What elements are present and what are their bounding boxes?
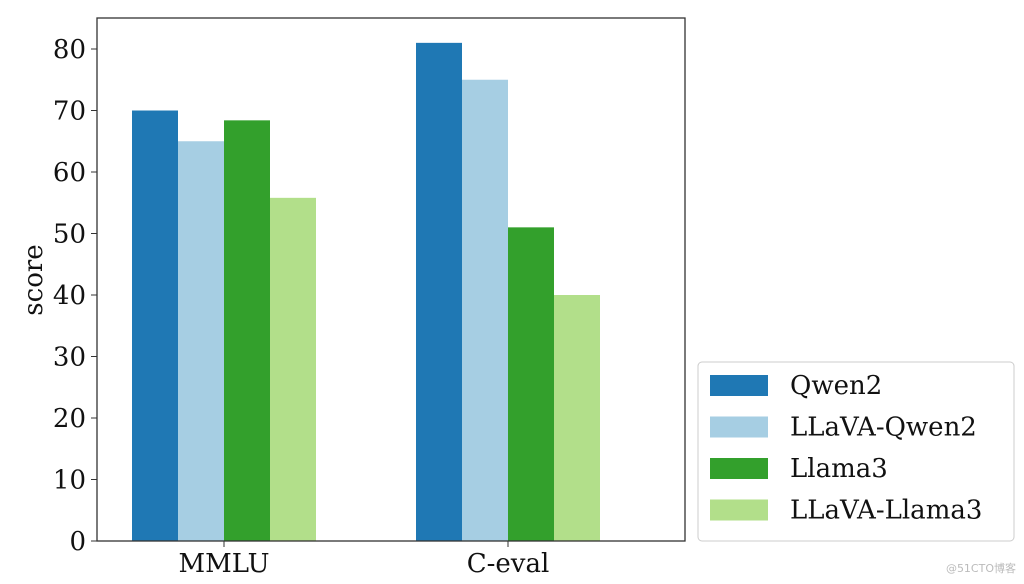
bar-Llama3-C-eval: [508, 227, 554, 541]
legend-swatch: [710, 417, 768, 438]
legend-label: Llama3: [790, 454, 888, 484]
legend-label: Qwen2: [790, 371, 882, 401]
y-tick-label: 10: [53, 466, 86, 496]
bar-LLaVA-Llama3-C-eval: [554, 295, 600, 541]
x-tick-label: C-eval: [467, 549, 550, 579]
x-tick-label: MMLU: [179, 549, 270, 579]
bar-LLaVA-Llama3-MMLU: [270, 198, 316, 541]
bar-LLaVA-Qwen2-MMLU: [178, 141, 224, 541]
y-tick-label: 0: [69, 527, 86, 557]
y-tick-label: 80: [53, 35, 86, 65]
bar-Qwen2-C-eval: [416, 43, 462, 541]
bar-Qwen2-MMLU: [132, 111, 178, 542]
y-tick-label: 20: [53, 404, 86, 434]
legend-label: LLaVA-Qwen2: [790, 413, 977, 443]
legend: Qwen2 LLaVA-Qwen2 Llama3 LLaVA-Llama3: [698, 362, 1014, 541]
y-tick-label: 70: [53, 97, 86, 127]
y-tick-label: 60: [53, 158, 86, 188]
y-tick-label: 50: [53, 220, 86, 250]
y-tick-label: 30: [53, 343, 86, 373]
watermark: @51CTO博客: [946, 560, 1016, 576]
y-tick-label: 40: [53, 281, 86, 311]
legend-swatch: [710, 458, 768, 479]
bar-Llama3-MMLU: [224, 120, 270, 541]
y-axis-label: score: [19, 244, 49, 315]
legend-label: LLaVA-Llama3: [790, 496, 982, 526]
legend-swatch: [710, 375, 768, 396]
bar-LLaVA-Qwen2-C-eval: [462, 80, 508, 541]
legend-swatch: [710, 500, 768, 521]
